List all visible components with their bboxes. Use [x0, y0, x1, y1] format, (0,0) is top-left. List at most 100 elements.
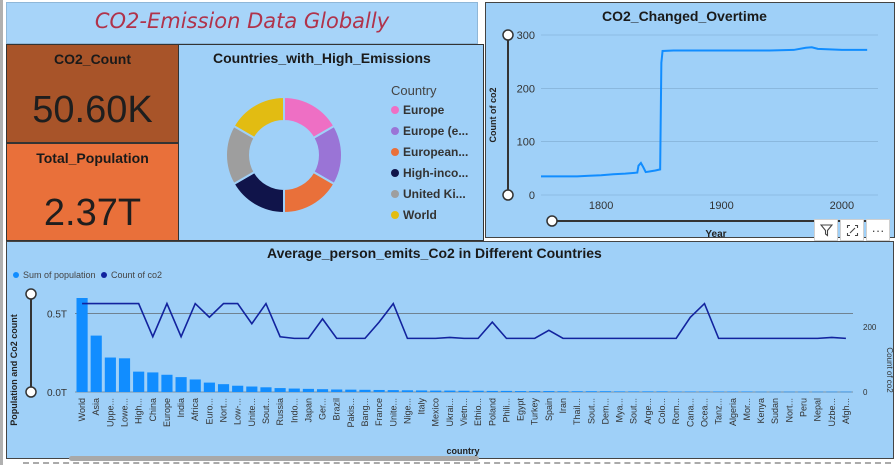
- bar[interactable]: [628, 391, 640, 392]
- x-range-slider-left-handle[interactable]: [546, 215, 558, 227]
- bar[interactable]: [217, 384, 230, 392]
- bar[interactable]: [769, 391, 781, 393]
- x-tick-label: High...: [134, 398, 144, 424]
- donut-legend-item[interactable]: European...: [391, 145, 468, 159]
- series-line[interactable]: [541, 46, 868, 178]
- donut-legend-item[interactable]: United Ki...: [391, 187, 466, 201]
- x-tick-label: Low-...: [233, 398, 243, 425]
- y-range-slider-bottom-handle[interactable]: [25, 386, 37, 398]
- bar[interactable]: [260, 387, 272, 392]
- bar[interactable]: [76, 298, 88, 392]
- bar[interactable]: [797, 391, 810, 393]
- bar[interactable]: [359, 389, 371, 392]
- focus-mode-icon[interactable]: [840, 219, 864, 241]
- x-tick-label: Pakis...: [346, 398, 356, 428]
- bar[interactable]: [557, 391, 569, 392]
- bar[interactable]: [316, 389, 329, 392]
- bar[interactable]: [246, 386, 258, 392]
- bar[interactable]: [698, 391, 711, 393]
- x-tick-label: Nort...: [219, 398, 229, 423]
- bar[interactable]: [585, 391, 597, 392]
- bar[interactable]: [133, 371, 145, 392]
- bar[interactable]: [444, 390, 456, 392]
- bar[interactable]: [458, 390, 470, 392]
- bar[interactable]: [387, 390, 399, 392]
- series-line[interactable]: [82, 301, 846, 340]
- bar[interactable]: [147, 372, 159, 392]
- more-options-icon[interactable]: ···: [866, 219, 890, 241]
- bar[interactable]: [500, 390, 513, 392]
- bar[interactable]: [288, 388, 300, 392]
- bar[interactable]: [840, 391, 852, 393]
- x-tick-label: Nort...: [784, 398, 794, 423]
- bar[interactable]: [401, 390, 413, 392]
- bar[interactable]: [515, 391, 527, 392]
- x-tick-label: Europe: [162, 398, 172, 427]
- donut-legend-item[interactable]: Europe (e...: [391, 124, 468, 138]
- bar[interactable]: [713, 391, 725, 393]
- donut-legend-item[interactable]: World: [391, 208, 437, 222]
- bar[interactable]: [783, 391, 795, 393]
- bar[interactable]: [614, 391, 626, 392]
- bar[interactable]: [90, 335, 102, 392]
- bar[interactable]: [203, 382, 215, 392]
- donut-legend-item[interactable]: High-inco...: [391, 166, 468, 180]
- bar[interactable]: [670, 391, 682, 393]
- bar[interactable]: [741, 391, 753, 393]
- bar[interactable]: [302, 388, 314, 392]
- bar[interactable]: [175, 377, 187, 392]
- bar[interactable]: [656, 391, 668, 392]
- bar[interactable]: [104, 357, 116, 392]
- bar[interactable]: [232, 385, 244, 392]
- y-range-slider-top-handle[interactable]: [25, 288, 37, 300]
- bar[interactable]: [331, 389, 343, 392]
- combo-chart[interactable]: Population and Co2 count Count of co2 co…: [7, 242, 893, 458]
- x-tick-label: Ethio...: [473, 398, 483, 426]
- bar[interactable]: [161, 374, 173, 392]
- bar[interactable]: [571, 391, 583, 392]
- timeseries-panel[interactable]: CO2_Changed_Overtime Count of co2 Year 0…: [485, 2, 895, 238]
- donut-chart-panel[interactable]: Countries_with_High_Emissions Country Eu…: [179, 44, 484, 241]
- bar[interactable]: [118, 358, 131, 392]
- bar[interactable]: [415, 390, 428, 392]
- bar[interactable]: [826, 391, 838, 393]
- bar[interactable]: [599, 391, 612, 392]
- bar[interactable]: [642, 391, 654, 392]
- bar[interactable]: [345, 389, 357, 392]
- legend-dot: [391, 127, 399, 135]
- bar[interactable]: [373, 389, 385, 392]
- kpi-card-co2-count[interactable]: CO2_Count 50.60K: [6, 44, 179, 143]
- kpi-card-total-population[interactable]: Total_Population 2.37T: [6, 143, 179, 241]
- bar[interactable]: [684, 391, 696, 393]
- bar[interactable]: [755, 391, 767, 393]
- y-range-slider-bottom-handle[interactable]: [502, 189, 514, 201]
- donut-chart-title: Countries_with_High_Emissions: [213, 50, 431, 66]
- bar[interactable]: [472, 390, 484, 392]
- horizontal-scrollbar[interactable]: [69, 456, 479, 461]
- timeseries-chart[interactable]: Count of co2 Year 0 100 200 300 1800 1900 2000: [486, 3, 894, 237]
- bar[interactable]: [812, 391, 824, 393]
- legend-dot: [391, 106, 399, 114]
- x-tick-label: Spain: [544, 398, 554, 421]
- bar[interactable]: [274, 388, 286, 392]
- bar[interactable]: [727, 391, 739, 393]
- x-tick-label: China: [148, 398, 158, 422]
- y2-tick-label: 200: [863, 323, 877, 332]
- x-tick-label: Vietn...: [459, 398, 469, 426]
- y-range-slider-top-handle[interactable]: [502, 29, 514, 41]
- bar[interactable]: [543, 391, 555, 392]
- legend-dot: [391, 211, 399, 219]
- bar[interactable]: [486, 390, 498, 392]
- bar[interactable]: [189, 379, 201, 392]
- donut-slice[interactable]: [232, 95, 285, 140]
- bar[interactable]: [529, 391, 541, 392]
- legend-dot: [101, 272, 107, 278]
- donut-legend-item[interactable]: Europe: [391, 103, 444, 117]
- combo-legend-item: Count of co2: [101, 270, 162, 280]
- combo-ylabel-right: Count of co2: [885, 347, 893, 393]
- combo-chart-panel[interactable]: Average_person_emits_Co2 in Different Co…: [6, 241, 894, 459]
- donut-chart[interactable]: [209, 80, 359, 230]
- filter-icon[interactable]: [814, 219, 838, 241]
- bar[interactable]: [430, 390, 442, 392]
- timeseries-title: CO2_Changed_Overtime: [602, 8, 767, 24]
